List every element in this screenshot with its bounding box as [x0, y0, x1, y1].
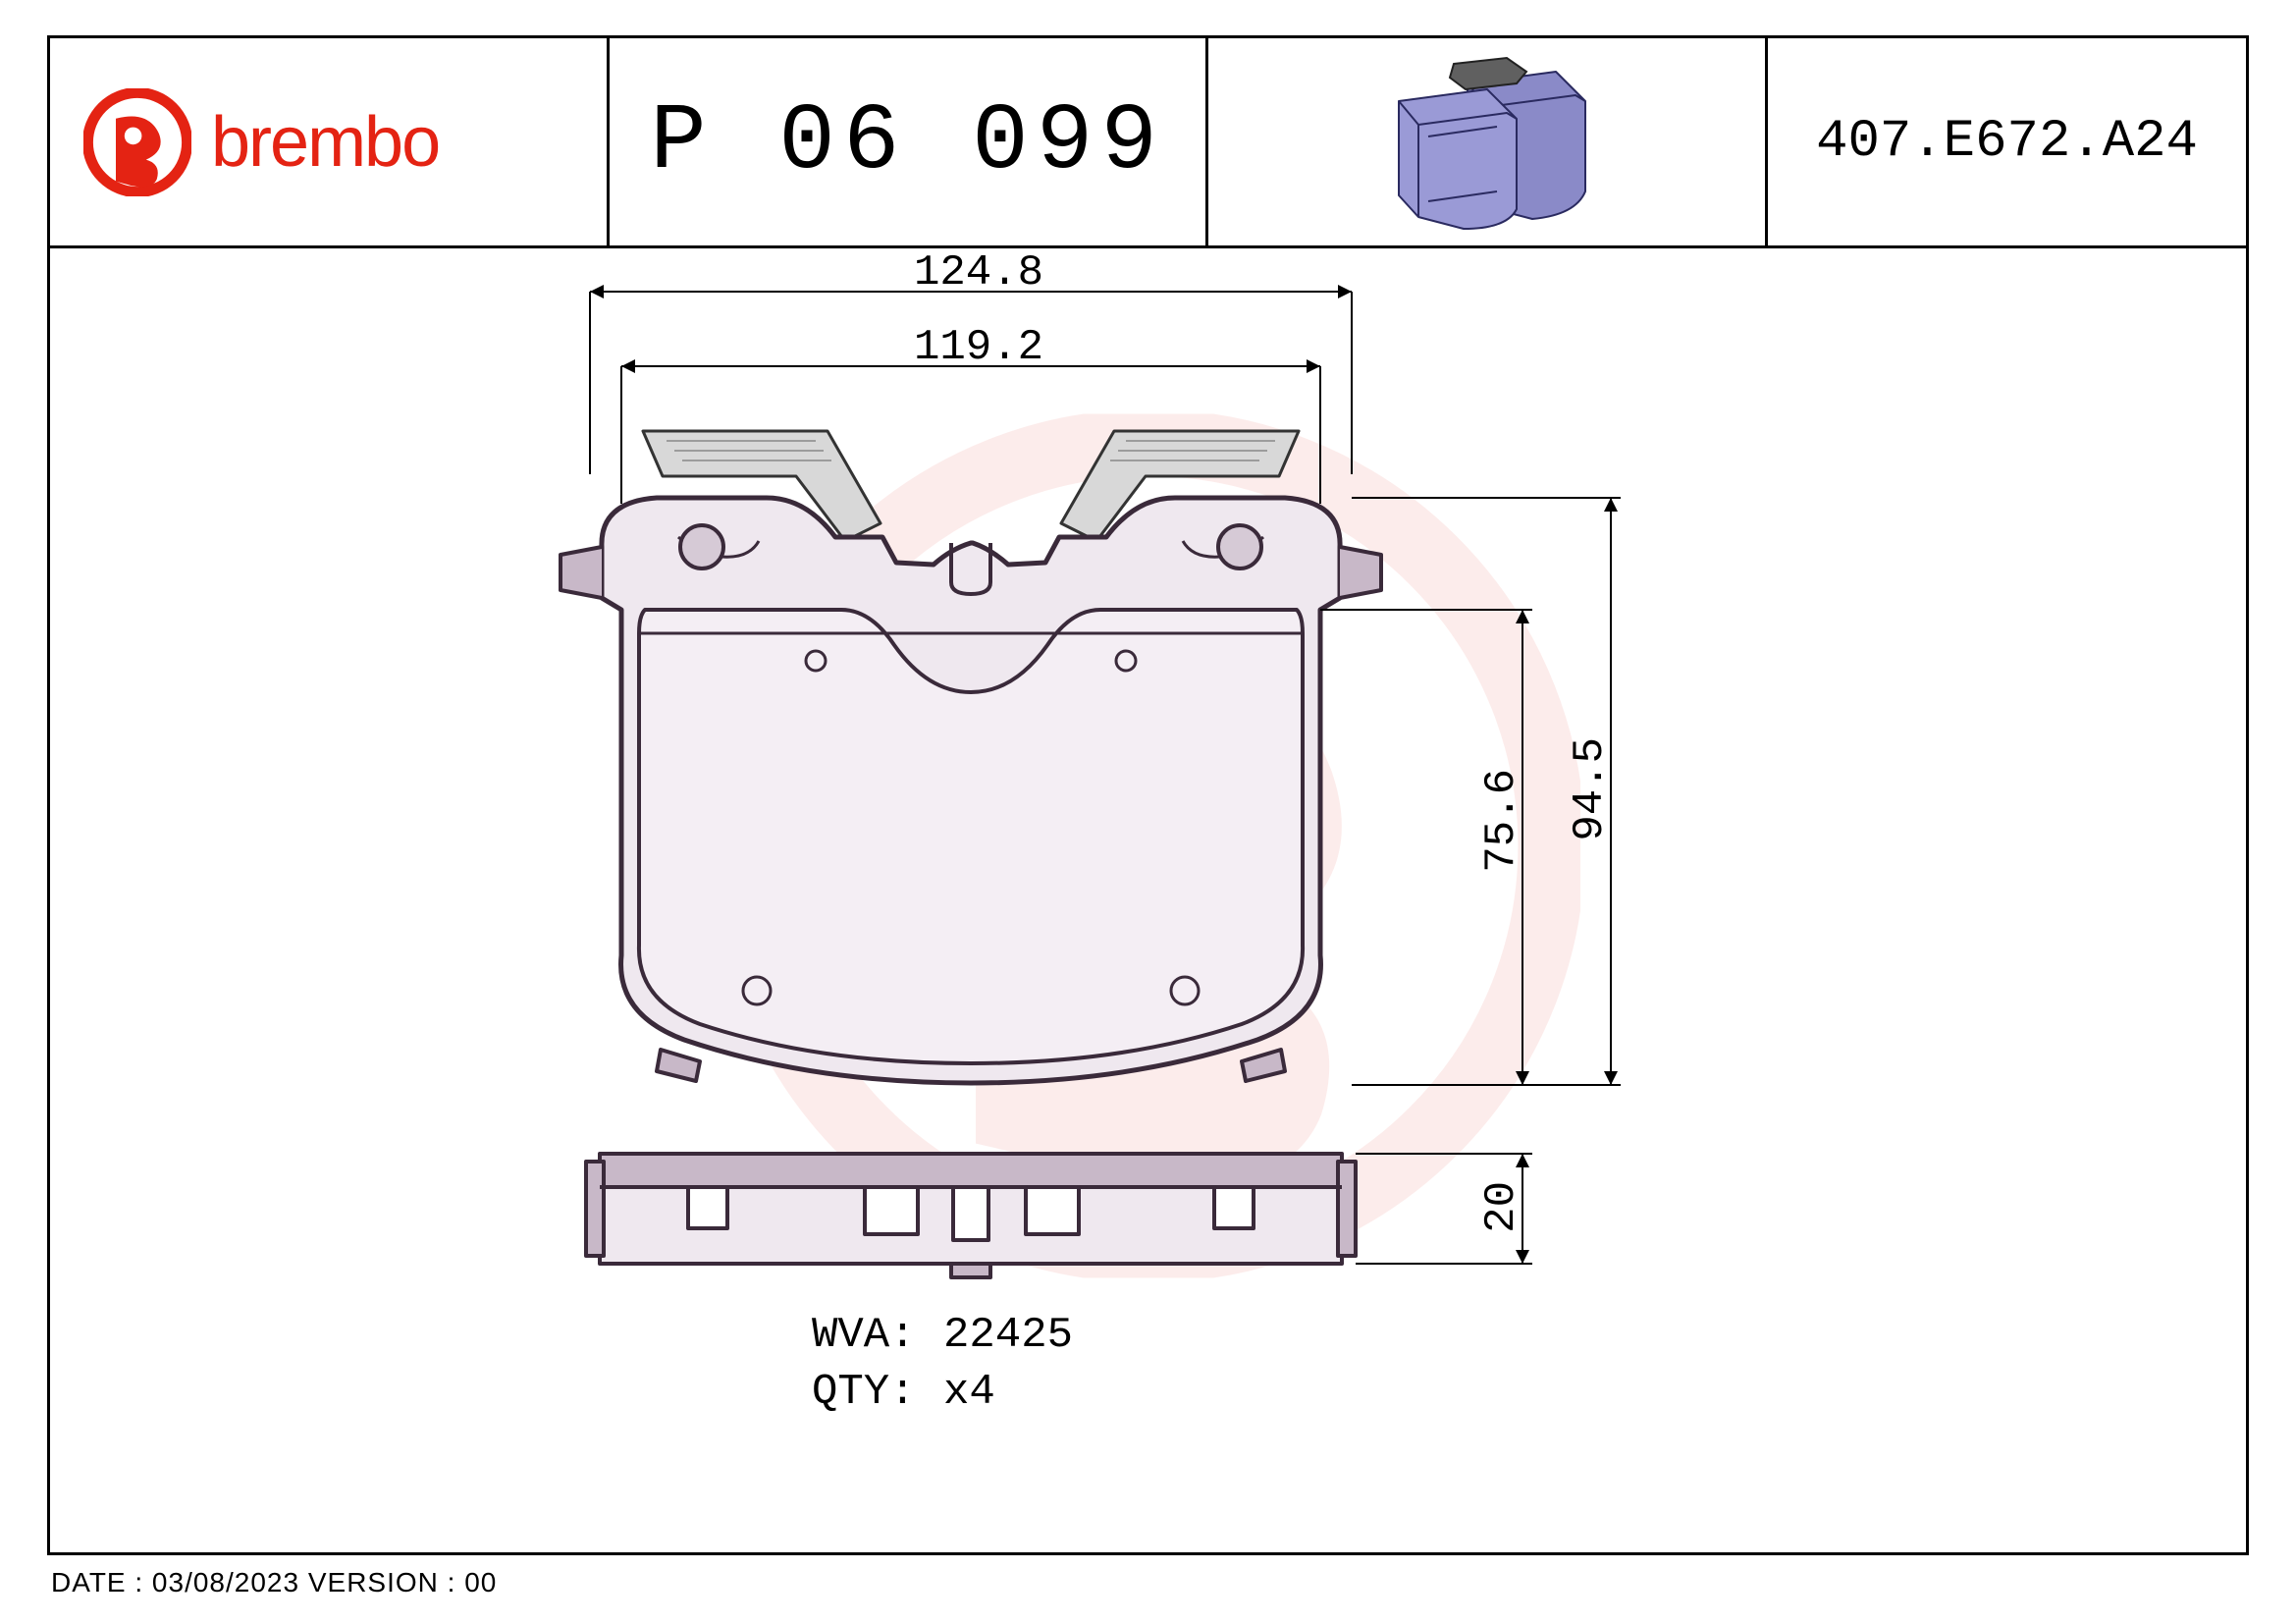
footer-revision: DATE : 03/08/2023 VERSION : 00: [51, 1567, 497, 1598]
product-isometric-thumbnail: [1360, 54, 1615, 231]
technical-drawing-svg: [50, 248, 2246, 1552]
qty-value: x4: [943, 1368, 995, 1417]
drawing-sheet: brembo P 06 099: [47, 35, 2249, 1555]
wva-value: 22425: [943, 1311, 1073, 1360]
part-number-cell: P 06 099: [610, 38, 1208, 245]
dim-thickness: 20: [1477, 1181, 1526, 1233]
logo-cell: brembo: [50, 38, 610, 245]
title-block: brembo P 06 099: [50, 38, 2246, 248]
dim-height-outer: 94.5: [1566, 737, 1615, 841]
brembo-logo-mark: [83, 88, 191, 196]
brembo-logo: brembo: [83, 88, 439, 196]
drawing-area: 124.8 119.2 75.6 94.5 20 WVA: 22425 QTY:…: [50, 248, 2246, 1552]
part-number: P 06 099: [650, 88, 1165, 195]
dim-width-inner: 119.2: [914, 323, 1043, 372]
front-view: [561, 431, 1381, 1083]
dim-height-inner: 75.6: [1477, 769, 1526, 873]
product-image-cell: [1208, 38, 1768, 245]
wva-label: WVA:: [812, 1311, 916, 1360]
side-view: [586, 1154, 1356, 1277]
dim-width-outer: 124.8: [914, 248, 1043, 298]
qty-label: QTY:: [812, 1368, 916, 1417]
drawing-code: 407.E672.A24: [1816, 112, 2198, 172]
drawing-code-cell: 407.E672.A24: [1768, 38, 2246, 245]
brand-name: brembo: [211, 102, 439, 183]
